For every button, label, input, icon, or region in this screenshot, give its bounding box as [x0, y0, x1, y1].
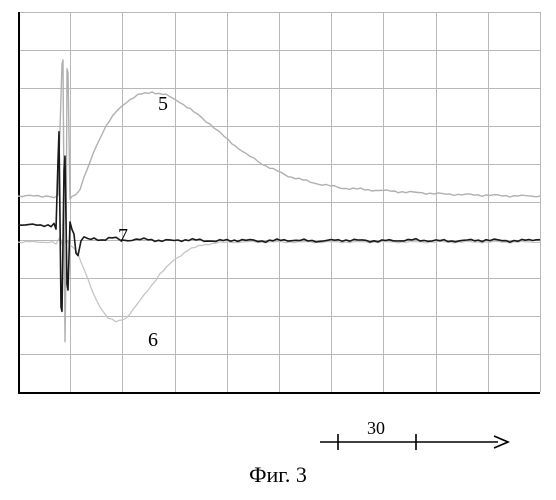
- grid-vline: [540, 12, 541, 392]
- chart-plot-area: 5 6 7: [18, 12, 540, 392]
- figure-caption: Фиг. 3: [0, 462, 556, 488]
- scale-value-label: 30: [367, 418, 385, 439]
- trace-7-label: 7: [118, 226, 128, 246]
- chart-traces: [18, 12, 540, 392]
- x-axis: [18, 392, 540, 394]
- scale-arrow-icon: [320, 418, 510, 458]
- trace-5-label: 5: [158, 94, 168, 114]
- trace-6: [18, 237, 540, 322]
- trace-7: [18, 132, 540, 312]
- time-scale-indicator: 30: [320, 418, 510, 458]
- trace-6-label: 6: [148, 330, 158, 350]
